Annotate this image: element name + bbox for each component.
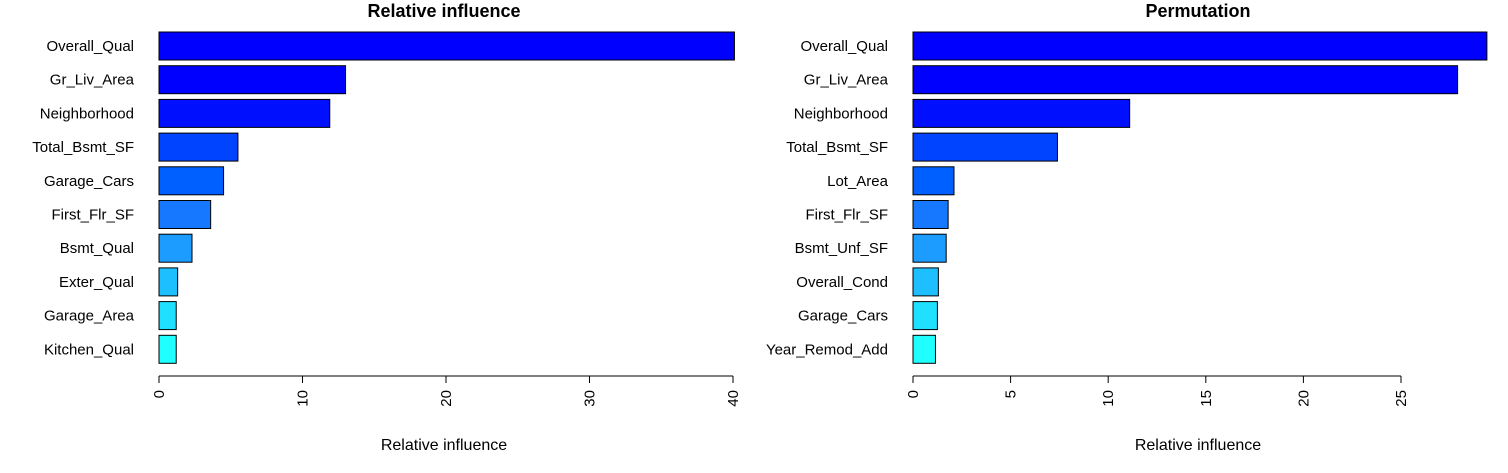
x-axis-label-1: Relative influence [381,437,507,454]
category-label-exter-qual: Exter_Qual [59,274,134,291]
category-label-total-bsmt-sf: Total_Bsmt_SF [786,139,888,156]
x-tick-label: 30 [582,390,599,407]
category-label-first-flr-sf: First_Flr_SF [806,207,889,224]
category-label-neighborhood: Neighborhood [794,105,888,122]
x-tick-label: 0 [905,390,922,398]
bar-gr-liv-area [912,65,1459,95]
bar-garage-cars [912,301,938,331]
bar-lot-area [912,166,955,196]
bar-bsmt-unf-sf [912,233,947,263]
bar-kitchen-qual [158,334,177,364]
bar-gr-liv-area [158,65,347,95]
category-label-overall-cond: Overall_Cond [796,274,888,291]
category-label-year-remod-add: Year_Remod_Add [766,341,888,358]
bar-neighborhood [912,98,1131,128]
x-tick-label: 10 [295,390,312,407]
bar-bsmt-qual [158,233,193,263]
category-label-bsmt-unf-sf: Bsmt_Unf_SF [795,240,888,257]
category-label-gr-liv-area: Gr_Liv_Area [804,72,889,89]
x-tick-label: 20 [1295,390,1312,407]
x-tick-label: 20 [438,390,455,407]
category-label-overall-qual: Overall_Qual [46,38,134,55]
category-label-gr-liv-area: Gr_Liv_Area [50,72,135,89]
category-label-bsmt-qual: Bsmt_Qual [60,240,134,257]
bar-overall-qual [158,31,735,61]
x-tick-label: 15 [1198,390,1215,407]
category-label-garage-cars: Garage_Cars [798,308,888,325]
category-label-kitchen-qual: Kitchen_Qual [44,341,134,358]
bar-overall-cond [912,267,939,297]
chart-title-1: Relative influence [367,1,520,21]
category-label-overall-qual: Overall_Qual [800,38,888,55]
x-tick-label: 0 [151,390,168,398]
bar-total-bsmt-sf [912,132,1058,162]
bar-total-bsmt-sf [158,132,239,162]
bar-year-remod-add [912,334,936,364]
x-tick-label: 25 [1393,390,1410,407]
x-tick-label: 10 [1100,390,1117,407]
x-axis-label-2: Relative influence [1135,437,1261,454]
category-label-first-flr-sf: First_Flr_SF [52,207,135,224]
bar-garage-area [158,301,177,331]
category-label-neighborhood: Neighborhood [40,105,134,122]
chart-title-2: Permutation [1145,1,1250,21]
x-tick-label: 40 [725,390,742,407]
bar-exter-qual [158,267,179,297]
bar-neighborhood [158,98,331,128]
category-label-garage-area: Garage_Area [44,308,135,325]
bar-garage-cars [158,166,225,196]
bar-overall-qual [912,31,1488,61]
category-label-total-bsmt-sf: Total_Bsmt_SF [32,139,134,156]
category-label-garage-cars: Garage_Cars [44,173,134,190]
bar-first-flr-sf [158,200,212,229]
category-label-lot-area: Lot_Area [827,173,889,190]
bar-first-flr-sf [912,200,949,229]
x-tick-label: 5 [1003,390,1020,398]
